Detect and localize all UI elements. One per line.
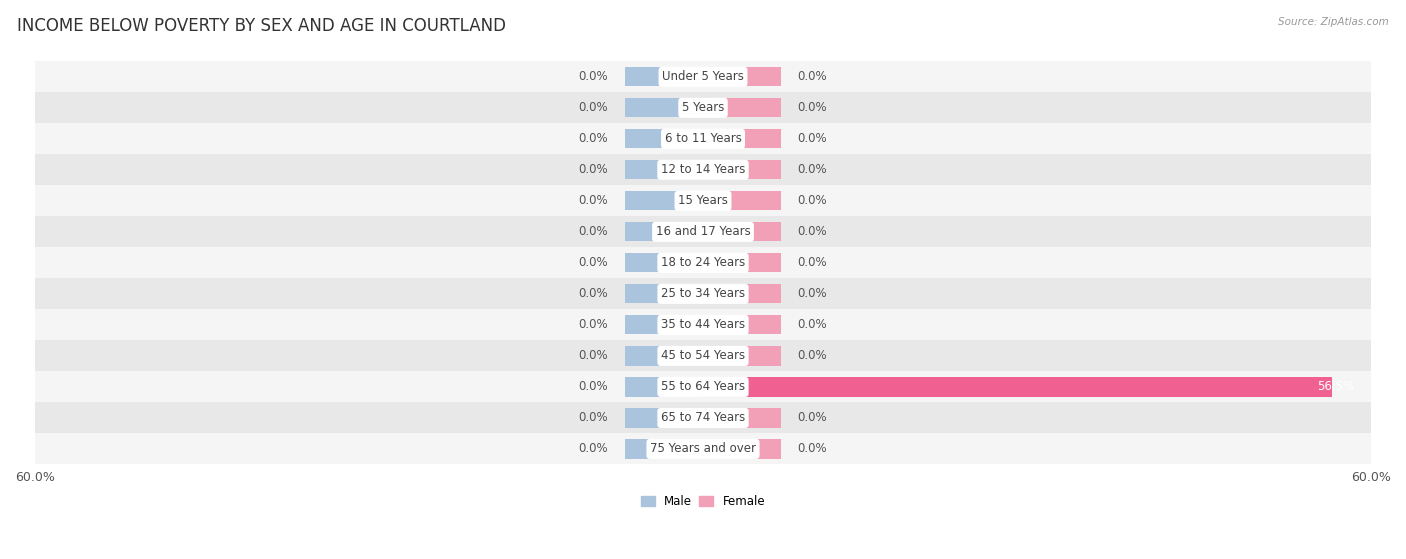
Bar	[626, 222, 703, 241]
Bar	[703, 346, 780, 366]
Text: 6 to 11 Years: 6 to 11 Years	[665, 132, 741, 145]
Bar	[35, 278, 1371, 309]
Bar	[626, 67, 703, 87]
Text: 0.0%: 0.0%	[579, 163, 609, 176]
Bar	[703, 253, 780, 272]
Text: 0.0%: 0.0%	[797, 257, 827, 269]
Text: 55 to 64 Years: 55 to 64 Years	[661, 381, 745, 394]
Text: INCOME BELOW POVERTY BY SEX AND AGE IN COURTLAND: INCOME BELOW POVERTY BY SEX AND AGE IN C…	[17, 17, 506, 35]
Bar	[703, 98, 780, 117]
Bar	[703, 315, 780, 334]
Bar	[35, 371, 1371, 402]
Bar	[703, 285, 780, 304]
Bar	[626, 285, 703, 304]
Bar	[35, 92, 1371, 124]
Bar	[626, 98, 703, 117]
Text: 45 to 54 Years: 45 to 54 Years	[661, 349, 745, 362]
Text: 25 to 34 Years: 25 to 34 Years	[661, 287, 745, 300]
Bar	[35, 247, 1371, 278]
Text: 15 Years: 15 Years	[678, 195, 728, 207]
Text: 0.0%: 0.0%	[579, 132, 609, 145]
Text: 0.0%: 0.0%	[797, 349, 827, 362]
Bar	[626, 129, 703, 149]
Text: 0.0%: 0.0%	[579, 381, 609, 394]
Text: Under 5 Years: Under 5 Years	[662, 70, 744, 83]
Bar	[626, 377, 703, 396]
Bar	[703, 222, 780, 241]
Text: 0.0%: 0.0%	[579, 225, 609, 238]
Bar	[626, 346, 703, 366]
Bar	[703, 408, 780, 428]
Text: 0.0%: 0.0%	[797, 411, 827, 424]
Bar	[626, 160, 703, 179]
Bar	[35, 433, 1371, 465]
Text: 0.0%: 0.0%	[579, 287, 609, 300]
Text: 0.0%: 0.0%	[579, 195, 609, 207]
Bar	[626, 439, 703, 458]
Text: 0.0%: 0.0%	[579, 70, 609, 83]
Text: 18 to 24 Years: 18 to 24 Years	[661, 257, 745, 269]
Text: 0.0%: 0.0%	[579, 349, 609, 362]
Bar	[35, 154, 1371, 186]
Bar	[703, 191, 780, 210]
Text: 0.0%: 0.0%	[797, 70, 827, 83]
Text: 35 to 44 Years: 35 to 44 Years	[661, 319, 745, 331]
Text: 0.0%: 0.0%	[579, 319, 609, 331]
Bar	[626, 253, 703, 272]
Text: 5 Years: 5 Years	[682, 101, 724, 114]
Bar	[35, 340, 1371, 371]
Text: 56.5%: 56.5%	[1317, 381, 1354, 394]
Text: 0.0%: 0.0%	[797, 163, 827, 176]
Text: 16 and 17 Years: 16 and 17 Years	[655, 225, 751, 238]
Text: 65 to 74 Years: 65 to 74 Years	[661, 411, 745, 424]
Text: Source: ZipAtlas.com: Source: ZipAtlas.com	[1278, 17, 1389, 27]
Text: 0.0%: 0.0%	[579, 257, 609, 269]
Bar	[35, 61, 1371, 92]
Bar	[626, 191, 703, 210]
Text: 0.0%: 0.0%	[797, 442, 827, 456]
Bar	[35, 402, 1371, 433]
Text: 0.0%: 0.0%	[797, 287, 827, 300]
Bar	[703, 160, 780, 179]
Text: 0.0%: 0.0%	[797, 195, 827, 207]
Bar	[35, 124, 1371, 154]
Text: 0.0%: 0.0%	[797, 101, 827, 114]
Bar	[35, 309, 1371, 340]
Text: 12 to 14 Years: 12 to 14 Years	[661, 163, 745, 176]
Bar	[703, 67, 780, 87]
Bar	[35, 186, 1371, 216]
Text: 0.0%: 0.0%	[579, 411, 609, 424]
Legend: Male, Female: Male, Female	[636, 490, 770, 513]
Text: 0.0%: 0.0%	[579, 442, 609, 456]
Bar	[703, 377, 1331, 396]
Bar	[703, 129, 780, 149]
Text: 0.0%: 0.0%	[797, 132, 827, 145]
Text: 0.0%: 0.0%	[579, 101, 609, 114]
Text: 75 Years and over: 75 Years and over	[650, 442, 756, 456]
Bar	[626, 408, 703, 428]
Bar	[703, 439, 780, 458]
Bar	[35, 216, 1371, 247]
Bar	[626, 315, 703, 334]
Text: 0.0%: 0.0%	[797, 225, 827, 238]
Text: 0.0%: 0.0%	[797, 319, 827, 331]
